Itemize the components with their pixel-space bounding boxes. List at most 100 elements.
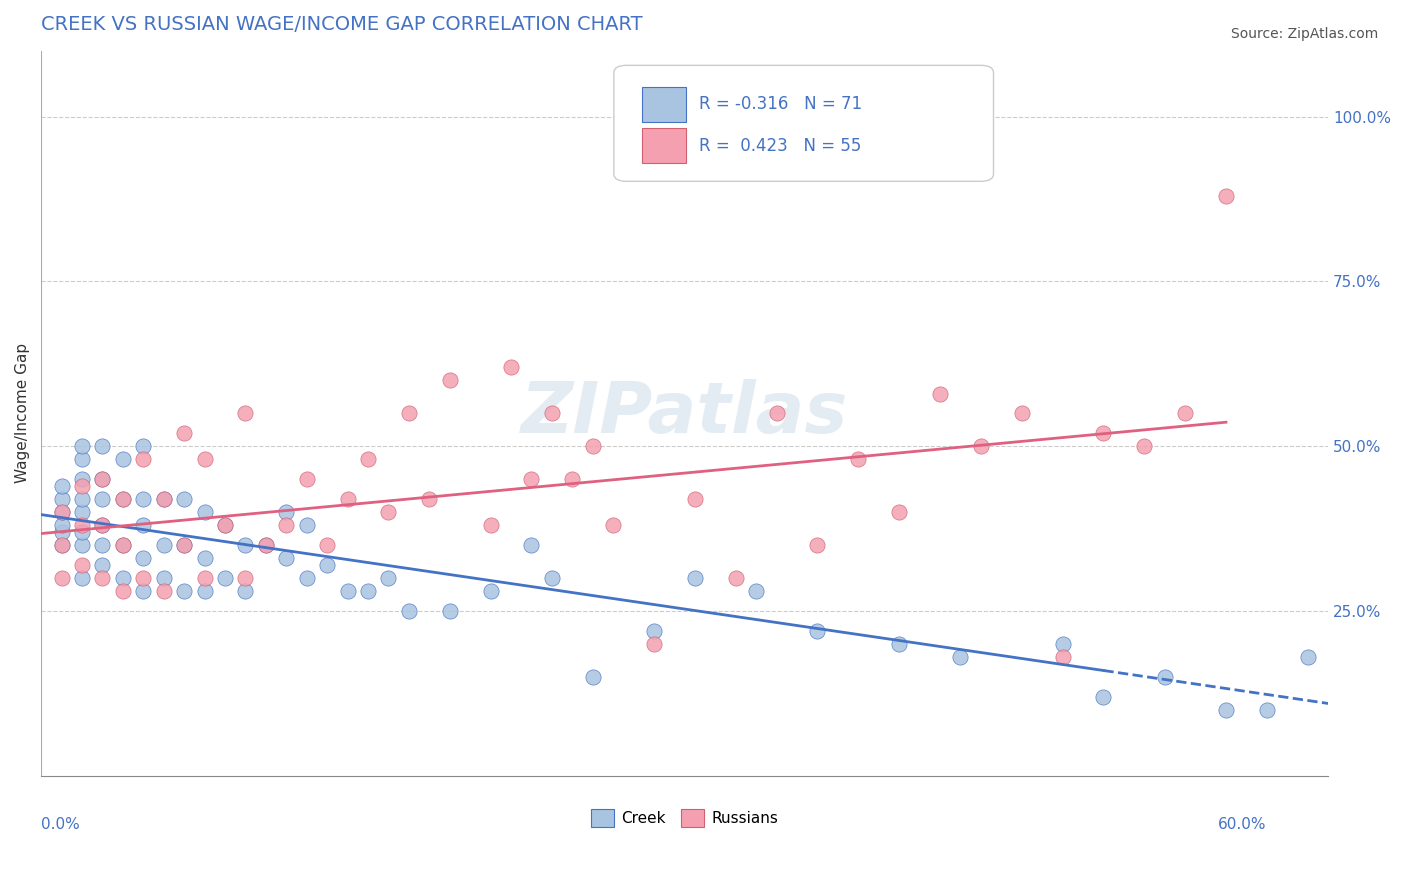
Point	[193, 571, 215, 585]
Point	[152, 571, 174, 585]
Point	[91, 491, 114, 506]
Point	[111, 452, 134, 467]
Point	[70, 452, 93, 467]
Point	[357, 452, 380, 467]
Point	[887, 637, 910, 651]
Point	[51, 518, 73, 533]
Point	[132, 491, 155, 506]
Point	[582, 670, 605, 684]
Point	[193, 551, 215, 566]
Point	[51, 505, 73, 519]
Point	[214, 518, 236, 533]
Point	[70, 479, 93, 493]
Point	[1052, 637, 1074, 651]
Point	[398, 406, 420, 420]
Point	[51, 524, 73, 539]
Point	[398, 604, 420, 618]
Text: CREEK VS RUSSIAN WAGE/INCOME GAP CORRELATION CHART: CREEK VS RUSSIAN WAGE/INCOME GAP CORRELA…	[41, 15, 643, 34]
Point	[540, 571, 562, 585]
Point	[949, 650, 972, 665]
Point	[214, 518, 236, 533]
Point	[520, 538, 543, 552]
Point	[235, 584, 257, 599]
Point	[643, 637, 665, 651]
Point	[276, 518, 298, 533]
Point	[806, 538, 828, 552]
Point	[1215, 703, 1237, 717]
Point	[193, 505, 215, 519]
Point	[132, 452, 155, 467]
Point	[91, 558, 114, 572]
Point	[295, 472, 318, 486]
Point	[70, 538, 93, 552]
Point	[132, 518, 155, 533]
FancyBboxPatch shape	[643, 87, 686, 122]
Point	[70, 518, 93, 533]
Point	[1358, 650, 1381, 665]
Point	[745, 584, 768, 599]
Point	[70, 491, 93, 506]
Point	[111, 538, 134, 552]
Text: Source: ZipAtlas.com: Source: ZipAtlas.com	[1230, 27, 1378, 41]
Point	[887, 505, 910, 519]
Point	[70, 524, 93, 539]
Text: 0.0%: 0.0%	[41, 817, 80, 832]
Text: R =  0.423   N = 55: R = 0.423 N = 55	[699, 136, 860, 155]
Point	[51, 538, 73, 552]
Point	[173, 538, 195, 552]
Point	[152, 538, 174, 552]
Point	[173, 584, 195, 599]
Point	[254, 538, 277, 552]
Point	[173, 425, 195, 440]
Point	[152, 491, 174, 506]
Point	[111, 571, 134, 585]
Point	[1256, 703, 1278, 717]
Point	[1174, 406, 1197, 420]
Point	[111, 584, 134, 599]
Point	[51, 538, 73, 552]
Point	[91, 518, 114, 533]
Point	[51, 491, 73, 506]
Point	[377, 505, 399, 519]
Point	[970, 439, 993, 453]
Point	[316, 558, 339, 572]
Point	[1215, 189, 1237, 203]
Point	[276, 551, 298, 566]
Point	[173, 538, 195, 552]
Point	[929, 386, 952, 401]
Point	[724, 571, 747, 585]
Point	[111, 538, 134, 552]
Point	[70, 571, 93, 585]
Point	[91, 472, 114, 486]
Point	[295, 518, 318, 533]
Point	[91, 518, 114, 533]
Point	[1011, 406, 1033, 420]
Point	[540, 406, 562, 420]
Point	[214, 571, 236, 585]
Point	[846, 452, 869, 467]
Point	[479, 518, 502, 533]
Point	[91, 439, 114, 453]
Point	[683, 491, 706, 506]
Point	[132, 439, 155, 453]
Point	[520, 472, 543, 486]
Point	[70, 558, 93, 572]
Point	[235, 406, 257, 420]
Point	[336, 584, 359, 599]
Point	[336, 491, 359, 506]
Point	[235, 538, 257, 552]
Point	[111, 491, 134, 506]
Point	[1052, 650, 1074, 665]
Point	[561, 472, 583, 486]
Point	[51, 571, 73, 585]
Point	[51, 505, 73, 519]
Point	[132, 571, 155, 585]
Point	[91, 571, 114, 585]
Point	[254, 538, 277, 552]
Text: R = -0.316   N = 71: R = -0.316 N = 71	[699, 95, 862, 113]
Point	[132, 551, 155, 566]
Y-axis label: Wage/Income Gap: Wage/Income Gap	[15, 343, 30, 483]
Legend: Creek, Russians: Creek, Russians	[585, 803, 785, 833]
Point	[173, 491, 195, 506]
Point	[1133, 439, 1156, 453]
